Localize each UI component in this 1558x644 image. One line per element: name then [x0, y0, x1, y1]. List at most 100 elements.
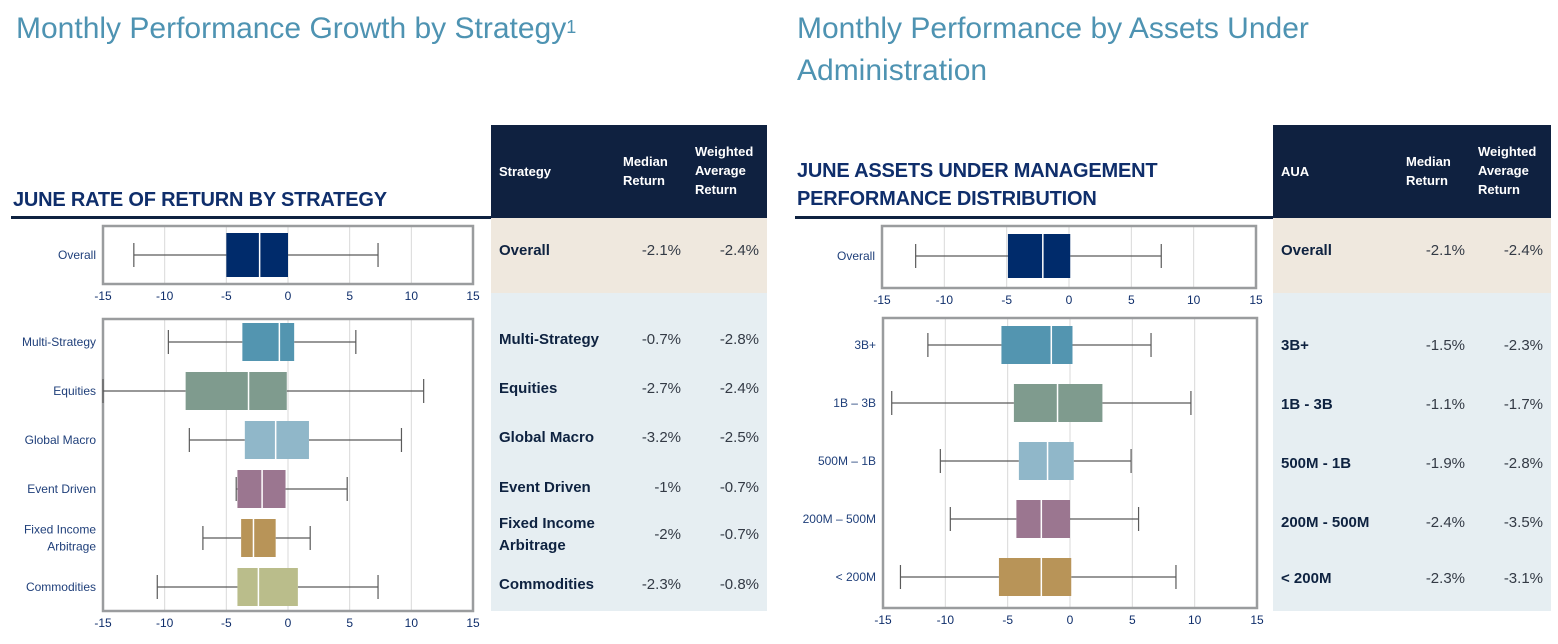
- x-tick-label: -5: [1002, 613, 1013, 627]
- row-weighted: -2.8%: [1503, 455, 1543, 472]
- strategy-table-body: Multi-Strategy -0.7% -2.8% Equities -2.7…: [491, 293, 767, 611]
- row-median: -1%: [654, 479, 681, 496]
- header-median-line1: Median: [1406, 154, 1451, 169]
- category-label: 500M – 1B: [818, 454, 876, 468]
- row-weighted: -2.4%: [1503, 242, 1543, 259]
- category-label: 200M – 500M: [803, 512, 876, 526]
- row-name: 1B - 3B: [1281, 396, 1333, 413]
- iqr-box: [998, 558, 1072, 596]
- box-1b-3b: 1B – 3B: [833, 384, 1192, 422]
- row-name: < 200M: [1281, 570, 1332, 587]
- row-median: -2.1%: [1425, 242, 1465, 259]
- category-label: Overall: [58, 248, 96, 262]
- table-row-overall: Overall -2.1% -2.4%: [1273, 218, 1551, 293]
- iqr-box: [185, 372, 287, 410]
- category-label: Commodities: [26, 580, 96, 594]
- row-median: -2.7%: [641, 380, 681, 397]
- x-tick-label: 0: [285, 289, 292, 303]
- row-name-line2: Arbitrage: [499, 537, 566, 554]
- strategy-table-header: Strategy Median Return Weighted Average Ret…: [491, 125, 767, 218]
- row-median: -3.2%: [641, 429, 681, 446]
- box-overall: Overall: [58, 233, 379, 277]
- row-median: -1.1%: [1425, 396, 1465, 413]
- row-name: 3B+: [1281, 337, 1309, 354]
- row-name: 500M - 1B: [1281, 455, 1352, 472]
- header-aua-text: AUA: [1281, 164, 1310, 179]
- strategy-table: Strategy Median Return Weighted Average Ret…: [491, 125, 767, 611]
- row-weighted: -2.8%: [719, 331, 759, 348]
- category-label: Multi-Strategy: [22, 335, 96, 349]
- category-label: Global Macro: [25, 433, 97, 447]
- row-median: -2.4%: [1425, 514, 1465, 531]
- right-page-title-line2: Administration: [797, 54, 988, 87]
- header-weighted-line2: Average: [1478, 163, 1529, 178]
- header-median-line1: Median: [623, 154, 668, 169]
- category-label: 3B+: [854, 338, 876, 352]
- table-row: < 200M -2.3% -3.1%: [1273, 568, 1551, 594]
- right-section-title: JUNE ASSETS UNDER MANAGEMENT PERFORMANCE…: [797, 157, 1158, 213]
- table-row: Global Macro -3.2% -2.5%: [491, 425, 767, 451]
- row-weighted: -2.4%: [719, 380, 759, 397]
- category-label: Event Driven: [27, 482, 96, 496]
- right-aua-boxplot: -15 -10 -5 0 5 10 15 3B+ 1B – 3B 500M – 1B 200M – …: [803, 316, 1264, 627]
- box-equities: Equities: [53, 372, 425, 410]
- header-weighted-line3: Return: [695, 182, 737, 197]
- header-median-line2: Return: [1406, 173, 1448, 188]
- x-tick-label: -10: [936, 293, 954, 307]
- right-section-rule: [795, 216, 1274, 219]
- x-tick-label: 5: [346, 289, 353, 303]
- right-section-title-line2: PERFORMANCE DISTRIBUTION: [797, 188, 1097, 210]
- row-median: -1.5%: [1425, 337, 1465, 354]
- header-strategy: Strategy: [499, 162, 551, 181]
- table-row-overall: Overall -2.1% -2.4%: [491, 218, 767, 293]
- table-row: Multi-Strategy -0.7% -2.8%: [491, 327, 767, 353]
- left-section-title: JUNE RATE OF RETURN BY STRATEGY: [13, 189, 387, 211]
- x-tick-label: 15: [1250, 613, 1264, 627]
- plot-frame: [101, 224, 475, 286]
- box-overall: Overall: [837, 234, 1162, 278]
- x-tick-label: 5: [346, 616, 353, 630]
- box-multi-strategy: Multi-Strategy: [22, 323, 357, 361]
- header-weighted-line3: Return: [1478, 182, 1520, 197]
- x-tick-label: 5: [1128, 293, 1135, 307]
- box-fixed-income-arbitrage: Fixed Income Arbitrage: [24, 519, 311, 557]
- header-weighted-line1: Weighted: [1478, 144, 1537, 159]
- category-label: Fixed Income: [24, 523, 96, 537]
- table-row: Event Driven -1% -0.7%: [491, 475, 767, 501]
- right-overall-boxplot: -15 -10 -5 0 5 10 15 Overall: [837, 224, 1263, 307]
- row-median: -2.1%: [641, 242, 681, 259]
- category-label: 1B – 3B: [833, 396, 876, 410]
- box-3b: 3B+: [854, 326, 1152, 364]
- right-page-title-line1: Monthly Performance by Assets Under: [797, 12, 1309, 45]
- x-tick-label: 0: [1066, 293, 1073, 307]
- box-200m: < 200M: [836, 558, 1177, 596]
- left-page-title: Monthly Performance Growth by Strategy1: [16, 8, 576, 50]
- box-500m-1b: 500M – 1B: [818, 442, 1132, 480]
- x-tick-label: -15: [873, 293, 891, 307]
- x-tick-label: 15: [466, 289, 480, 303]
- table-row: Equities -2.7% -2.4%: [491, 376, 767, 402]
- table-row: 1B - 3B -1.1% -1.7%: [1273, 392, 1551, 418]
- row-name: Equities: [499, 380, 558, 397]
- table-row: 500M - 1B -1.9% -2.8%: [1273, 451, 1551, 477]
- header-median-line2: Return: [623, 173, 665, 188]
- box-commodities: Commodities: [26, 568, 379, 606]
- row-name: Multi-Strategy: [499, 331, 600, 348]
- row-weighted: -2.5%: [719, 429, 759, 446]
- aua-table: AUA Median Return Weighted Average Return O…: [1273, 125, 1551, 611]
- right-page-title: Monthly Performance by Assets Under Admi…: [797, 8, 1309, 92]
- iqr-box: [242, 323, 295, 361]
- row-name: 200M - 500M: [1281, 514, 1370, 531]
- iqr-box: [1007, 234, 1071, 278]
- iqr-box: [241, 519, 276, 557]
- x-tick-label: 10: [405, 289, 419, 303]
- x-tick-label: -15: [94, 289, 112, 303]
- row-name: Event Driven: [499, 479, 591, 496]
- row-weighted: -3.5%: [1503, 514, 1543, 531]
- category-label: Equities: [53, 384, 96, 398]
- x-tick-label: 5: [1129, 613, 1136, 627]
- x-tick-label: -15: [874, 613, 892, 627]
- iqr-box: [226, 233, 288, 277]
- x-tick-label: -10: [156, 289, 174, 303]
- row-weighted: -2.3%: [1503, 337, 1543, 354]
